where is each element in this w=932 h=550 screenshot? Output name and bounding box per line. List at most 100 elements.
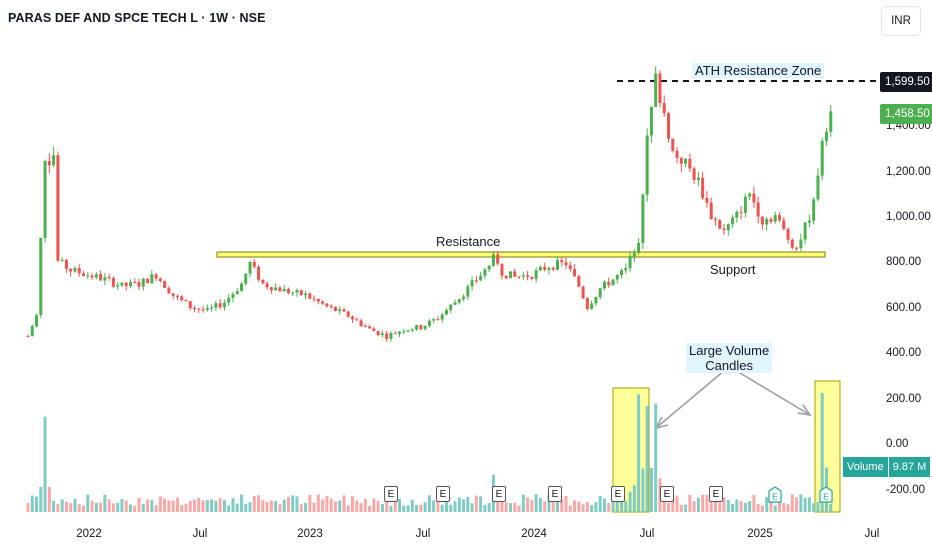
volume-bar (620, 499, 624, 512)
candle-body (615, 275, 619, 280)
candle-body (77, 268, 81, 274)
volume-bar (816, 501, 820, 512)
candle-body (705, 197, 709, 203)
volume-bar (227, 505, 231, 512)
candle-body (99, 274, 103, 281)
volume-bar (722, 497, 726, 512)
candle-body (397, 331, 401, 334)
candle-body (321, 301, 325, 304)
volume-bar (560, 499, 564, 512)
volume-bar (120, 498, 124, 512)
volume-bar (624, 501, 628, 512)
volume-bar (799, 494, 803, 512)
volume-bar (671, 494, 675, 512)
candle-body (111, 278, 115, 287)
volume-bar (299, 504, 303, 512)
candle-body (265, 283, 269, 288)
volume-bar (342, 495, 346, 512)
candle-body (376, 331, 380, 335)
volume-bar (436, 498, 440, 512)
candle-body (504, 275, 508, 279)
candle-body (406, 330, 410, 332)
candle-body (291, 292, 295, 294)
volume-bars (26, 393, 833, 512)
volume-bar (547, 494, 551, 512)
volume-bar (731, 503, 735, 512)
candle-body (491, 254, 495, 266)
earnings-badge[interactable]: E (660, 486, 674, 502)
earnings-badge[interactable]: E (611, 486, 625, 502)
candle-body (154, 274, 158, 279)
xtick: Jul (864, 528, 880, 540)
volume-bar (368, 505, 372, 512)
candle-body (278, 287, 282, 292)
volume-bar (675, 495, 679, 512)
candle-body (107, 277, 111, 279)
candle-body (393, 333, 397, 335)
candle-body (205, 308, 209, 311)
earnings-badge[interactable]: E (548, 486, 562, 502)
svg-text:E: E (823, 491, 829, 501)
volume-bar (295, 496, 299, 512)
candle-body (752, 193, 756, 203)
candle-body (564, 262, 568, 266)
candle-body (807, 220, 811, 223)
earnings-badge[interactable]: E (492, 486, 506, 502)
volume-bar (325, 496, 329, 512)
currency-button[interactable]: INR (881, 6, 921, 36)
candle-body (150, 274, 154, 284)
volume-bar (807, 497, 811, 512)
candle-body (684, 158, 688, 164)
earnings-badge-upcoming[interactable]: E (819, 485, 833, 503)
candle-body (90, 275, 94, 278)
volume-bar (154, 505, 158, 512)
candle-body (449, 304, 453, 311)
candle-body (346, 311, 350, 317)
candle-body (26, 336, 30, 338)
volume-bar (184, 503, 188, 512)
ath-price-tag: 1,599.50 (880, 72, 932, 92)
volume-bar (773, 505, 777, 512)
earnings-badge[interactable]: E (384, 486, 398, 502)
earnings-badge-icon: E (768, 485, 782, 503)
candle-body (427, 320, 431, 326)
volume-bar (696, 497, 700, 512)
candle-body (466, 286, 470, 297)
candle-body (274, 287, 278, 291)
resistance-label: Resistance (436, 234, 501, 249)
candle-body (163, 281, 167, 288)
volume-bar (637, 394, 641, 512)
earnings-badge[interactable]: E (436, 486, 450, 502)
earnings-badge[interactable]: E (709, 486, 723, 502)
candle-body (52, 155, 56, 166)
support-label: Support (710, 262, 756, 277)
volume-bar (581, 504, 585, 512)
candle-body (295, 290, 299, 293)
volume-bar (500, 495, 504, 512)
volume-bar (812, 503, 816, 512)
candle-body (543, 266, 547, 270)
candle-body (30, 326, 34, 337)
candle-body (611, 279, 615, 286)
candle-body (133, 282, 137, 284)
volume-bar (304, 502, 308, 512)
volume-bar (235, 503, 239, 512)
candle-body (731, 217, 735, 225)
candle-body (402, 331, 406, 333)
volume-bar (415, 505, 419, 512)
volume-bar (60, 499, 64, 512)
volume-bar (654, 403, 658, 512)
candle-body (560, 260, 564, 263)
volume-bar (82, 505, 86, 512)
earnings-badge-upcoming[interactable]: E (768, 485, 782, 503)
candle-body (581, 286, 585, 299)
candle-body (778, 215, 782, 221)
volume-bar (423, 502, 427, 512)
volume-bar (645, 405, 649, 512)
volume-bar (107, 499, 111, 512)
volume-bar (479, 496, 483, 512)
candle-body (820, 140, 824, 176)
volume-bar (803, 497, 807, 512)
candle-body (35, 315, 39, 327)
